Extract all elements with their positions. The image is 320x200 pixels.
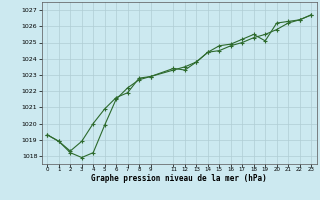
X-axis label: Graphe pression niveau de la mer (hPa): Graphe pression niveau de la mer (hPa): [91, 174, 267, 183]
